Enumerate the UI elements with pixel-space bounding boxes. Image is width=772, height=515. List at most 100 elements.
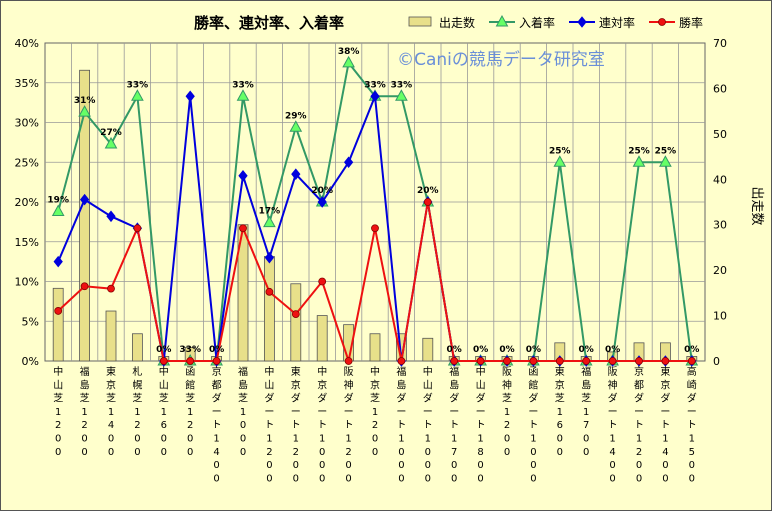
x-tick-label: 札幌芝 1 2 0 0 — [132, 365, 142, 458]
data-label: 33% — [179, 345, 201, 355]
legend-label: 連対率 — [599, 15, 635, 30]
point-2-9 — [291, 310, 300, 318]
point-1-11 — [343, 156, 354, 169]
data-label: 0% — [579, 345, 594, 355]
y2-tick-label: 60 — [713, 82, 727, 95]
y-tick-label: 5% — [22, 315, 39, 328]
point-1-10 — [317, 196, 327, 208]
point-1-1 — [79, 193, 90, 206]
point-2-19 — [555, 357, 564, 365]
y2-tick-label: 40 — [713, 173, 727, 186]
bar-12 — [369, 333, 381, 362]
data-label: 33% — [127, 80, 149, 90]
data-label: 20% — [417, 186, 439, 196]
point-2-15 — [450, 357, 459, 365]
legend-swatch — [408, 16, 432, 27]
x-tick-label: 中京芝 1 2 0 0 — [370, 365, 380, 458]
watermark: ©Caniの競馬データ研究室 — [397, 49, 605, 70]
x-tick-label: 京都ダート 1 4 0 0 — [212, 365, 222, 484]
point-2-3 — [133, 224, 142, 233]
data-label: 0% — [473, 345, 488, 355]
x-tick-label: 福島ダート 1 7 0 0 — [449, 365, 459, 484]
legend-marker — [495, 14, 509, 27]
legend-label: 出走数 — [439, 15, 475, 30]
data-label: 33% — [391, 80, 413, 90]
x-tick-label: 東京ダート 1 2 0 0 — [291, 365, 301, 484]
bar-9 — [290, 283, 302, 362]
x-tick-label: 高崎ダート 1 5 0 0 — [687, 365, 697, 484]
point-0-2 — [104, 136, 118, 149]
x-tick-label: 函館ダート 1 0 0 0 — [528, 366, 538, 484]
point-2-18 — [529, 357, 538, 365]
point-2-5 — [186, 357, 195, 365]
point-0-1 — [78, 105, 91, 117]
point-2-21 — [608, 357, 617, 365]
point-2-16 — [476, 357, 485, 365]
x-tick-label: 阪神ダート 1 2 0 0 — [344, 365, 354, 484]
y2-axis-label: 出走数 — [749, 186, 764, 225]
data-label: 25% — [549, 146, 571, 156]
point-0-9 — [289, 120, 303, 132]
bar-0 — [52, 287, 64, 362]
y-tick-label: 30% — [15, 117, 39, 130]
bar-14 — [422, 337, 434, 362]
data-label: 25% — [655, 146, 677, 156]
point-1-5 — [185, 90, 195, 103]
data-label: 0% — [499, 345, 514, 355]
point-1-12 — [370, 90, 380, 103]
x-tick-label: 福島芝 1 2 0 0 — [80, 365, 90, 458]
point-2-2 — [107, 284, 115, 293]
data-label: 29% — [285, 111, 307, 121]
point-2-11 — [344, 357, 353, 365]
data-label: 0% — [684, 345, 699, 355]
point-2-0 — [54, 307, 63, 315]
data-label: 31% — [74, 96, 96, 106]
x-tick-label: 阪神芝 1 2 0 0 — [502, 365, 512, 458]
bar-3 — [131, 333, 143, 362]
data-label: 25% — [628, 146, 650, 156]
y-tick-label: 25% — [15, 156, 39, 169]
data-label: 27% — [100, 128, 122, 138]
point-2-10 — [318, 277, 327, 286]
point-0-22 — [632, 155, 646, 167]
x-tick-label: 中山ダート 1 2 0 0 — [264, 365, 274, 484]
y-tick-label: 20% — [15, 196, 39, 209]
data-label: 19% — [47, 196, 69, 206]
point-2-8 — [265, 287, 274, 296]
bar-10 — [316, 315, 328, 362]
point-2-24 — [687, 357, 696, 365]
data-label: 17% — [259, 207, 281, 217]
x-tick-label: 福島芝 1 7 0 0 — [581, 365, 591, 458]
point-2-22 — [635, 357, 643, 365]
y2-tick-label: 10 — [713, 310, 727, 323]
point-0-11 — [342, 55, 355, 68]
point-1-8 — [264, 251, 275, 264]
x-tick-label: 福島ダート 1 0 0 0 — [396, 365, 406, 484]
point-0-0 — [51, 204, 65, 217]
legend-marker — [658, 18, 666, 26]
x-tick-label: 京都ダート 1 2 0 0 — [634, 365, 644, 484]
point-1-2 — [106, 210, 116, 223]
data-label: 0% — [447, 345, 462, 355]
point-2-7 — [239, 224, 247, 233]
y2-tick-label: 30 — [713, 219, 727, 232]
data-label: 0% — [526, 345, 541, 355]
data-label: 0% — [209, 345, 224, 355]
x-tick-label: 函館芝 1 2 0 0 — [185, 366, 195, 458]
x-tick-label: 阪神ダート 1 4 0 0 — [608, 365, 618, 484]
point-2-1 — [80, 282, 89, 291]
point-0-8 — [263, 215, 276, 228]
y-tick-label: 35% — [15, 77, 39, 90]
x-tick-label: 中山ダート 1 8 0 0 — [476, 365, 486, 484]
point-2-23 — [661, 357, 670, 365]
legend-marker — [577, 16, 587, 28]
point-2-17 — [503, 357, 511, 365]
x-tick-label: 中山芝 1 2 0 0 — [53, 365, 63, 458]
legend-label: 入着率 — [519, 15, 555, 30]
bar-8 — [263, 256, 275, 362]
point-0-7 — [236, 89, 250, 101]
data-label: 0% — [605, 345, 620, 355]
point-0-23 — [659, 155, 672, 167]
